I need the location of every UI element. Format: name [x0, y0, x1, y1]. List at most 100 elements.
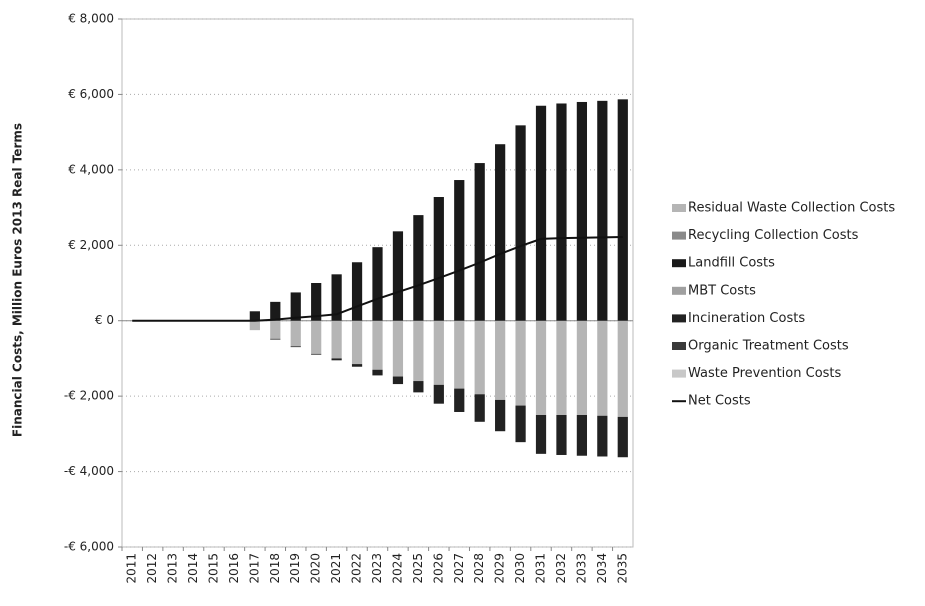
bar	[290, 346, 301, 348]
bar	[576, 320, 588, 415]
legend-swatch	[672, 286, 686, 295]
x-tick-label: 2018	[268, 553, 282, 584]
x-tick-label: 2033	[574, 553, 588, 584]
x-tick-label: 2021	[329, 553, 343, 584]
bar	[331, 358, 342, 361]
y-tick-label: € 0	[95, 313, 114, 327]
legend-label: Organic Treatment Costs	[688, 339, 849, 354]
x-tick-label: 2031	[534, 553, 548, 584]
legend-swatch	[672, 342, 686, 350]
x-tick-label: 2027	[452, 553, 466, 584]
x-tick-label: 2019	[288, 553, 302, 584]
legend-swatch	[672, 369, 686, 378]
bar	[372, 320, 383, 370]
bar	[474, 320, 485, 395]
bar	[331, 320, 342, 359]
x-tick-label: 2024	[390, 553, 404, 584]
legend-swatch	[672, 259, 686, 268]
x-tick-label: 2034	[595, 553, 609, 584]
bar	[392, 231, 404, 321]
y-axis-label: Financial Costs, Million Euros 2013 Real…	[11, 123, 25, 437]
x-tick-label: 2011	[125, 553, 139, 584]
x-tick-label: 2013	[166, 553, 180, 584]
bar	[495, 399, 506, 432]
bar	[597, 100, 608, 321]
x-tick-label: 2014	[186, 553, 200, 584]
bar	[535, 105, 547, 321]
bar	[351, 364, 363, 367]
bar	[515, 405, 526, 443]
y-tick-label: -€ 2,000	[64, 389, 114, 403]
bar	[454, 320, 465, 389]
bar	[270, 301, 281, 321]
plot-area	[121, 18, 634, 548]
bar	[311, 283, 322, 321]
y-tick-label: -€ 4,000	[64, 464, 114, 478]
y-tick-label: € 4,000	[68, 162, 114, 176]
bar	[556, 415, 567, 455]
bar	[576, 415, 588, 456]
x-tick-label: 2016	[227, 553, 241, 584]
bar	[392, 320, 404, 377]
bar	[454, 180, 465, 321]
bar	[413, 381, 424, 393]
x-tick-label: 2023	[370, 553, 384, 584]
legend-label: Waste Prevention Costs	[688, 366, 842, 381]
bar	[535, 320, 547, 415]
bar	[495, 144, 506, 321]
bar	[351, 320, 363, 365]
bar	[617, 320, 628, 417]
x-tick-label: 2017	[247, 553, 261, 584]
bar	[454, 388, 465, 412]
bar	[576, 101, 588, 321]
y-tick-label: € 2,000	[68, 238, 114, 252]
bar	[495, 320, 506, 400]
x-tick-label: 2035	[615, 553, 629, 584]
x-tick-label: 2029	[493, 553, 507, 584]
legend-label: Residual Waste Collection Costs	[688, 201, 895, 216]
legend-label: MBT Costs	[688, 283, 756, 298]
bar	[433, 197, 444, 321]
legend-label: Landfill Costs	[688, 256, 775, 271]
bar	[413, 320, 424, 382]
net-line	[132, 235, 623, 322]
bar	[372, 247, 383, 321]
x-tick-label: 2026	[431, 553, 445, 584]
bar	[413, 215, 424, 321]
bar	[474, 394, 485, 422]
legend-label: Incineration Costs	[688, 311, 805, 326]
x-tick-label: 2022	[350, 553, 364, 584]
legend-label: Net Costs	[688, 394, 751, 409]
bar	[249, 311, 260, 321]
bar	[597, 415, 608, 457]
bar	[515, 125, 526, 321]
bar	[249, 320, 260, 331]
legend-swatch	[672, 204, 686, 212]
bar	[617, 416, 628, 458]
legend-swatch	[672, 314, 686, 323]
x-tick-label: 2015	[206, 553, 220, 584]
x-tick-label: 2028	[472, 553, 486, 584]
bar	[556, 103, 567, 321]
x-tick-label: 2012	[145, 553, 159, 584]
y-tick-label: € 8,000	[68, 12, 114, 26]
bar	[270, 320, 281, 339]
bar	[433, 384, 444, 404]
bar	[474, 163, 485, 321]
bar	[597, 320, 608, 416]
x-tick-label: 2032	[554, 553, 568, 584]
legend-label: Recycling Collection Costs	[688, 228, 859, 243]
bar	[617, 99, 628, 321]
bar	[311, 353, 322, 355]
bar	[515, 320, 526, 406]
y-tick-label: € 6,000	[68, 87, 114, 101]
bar	[331, 274, 342, 321]
legend-swatch	[672, 231, 686, 240]
bar	[290, 320, 301, 347]
x-tick-label: 2030	[513, 553, 527, 584]
bar	[270, 338, 281, 340]
bar	[433, 320, 444, 385]
bar	[535, 415, 547, 454]
bar	[351, 262, 363, 321]
